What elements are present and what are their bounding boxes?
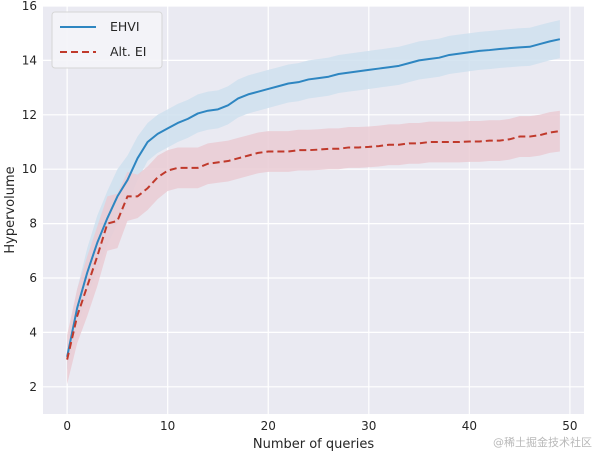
watermark-text: @稀土掘金技术社区 — [493, 435, 592, 449]
y-tick-label-8: 8 — [29, 217, 37, 231]
x-tick-label-30: 30 — [361, 419, 376, 433]
y-tick-label-12: 12 — [22, 108, 37, 122]
series-lines — [66, 38, 561, 360]
band-alt-ei — [67, 110, 560, 385]
x-tick-label-40: 40 — [462, 419, 477, 433]
x-tick-label-50: 50 — [562, 419, 577, 433]
y-tick-label-14: 14 — [22, 53, 37, 67]
x-tick-label-20: 20 — [261, 419, 276, 433]
series-line-ehvi — [66, 38, 561, 358]
y-tick-label-6: 6 — [29, 271, 37, 285]
legend-label-alt-ei: Alt. EI — [110, 44, 146, 59]
confidence-bands — [67, 20, 560, 385]
x-tick-label-0: 0 — [63, 419, 71, 433]
y-tick-label-10: 10 — [22, 162, 37, 176]
y-axis-label: Hypervolume — [3, 166, 18, 253]
legend-box — [51, 11, 163, 69]
y-tick-label-4: 4 — [29, 325, 37, 339]
legend-label-ehvi: EHVI — [110, 19, 140, 34]
band-ehvi — [67, 20, 560, 371]
x-tick-label-10: 10 — [160, 419, 175, 433]
y-tick-label-2: 2 — [29, 380, 37, 394]
legend: EHVI Alt. EI — [51, 11, 163, 69]
y-tick-label-16: 16 — [22, 0, 37, 13]
tick-labels: 0 10 20 30 40 50 2 4 6 8 10 12 14 16 — [22, 0, 578, 433]
x-axis-label: Number of queries — [253, 437, 374, 452]
series-line-alt-ei — [66, 130, 561, 360]
